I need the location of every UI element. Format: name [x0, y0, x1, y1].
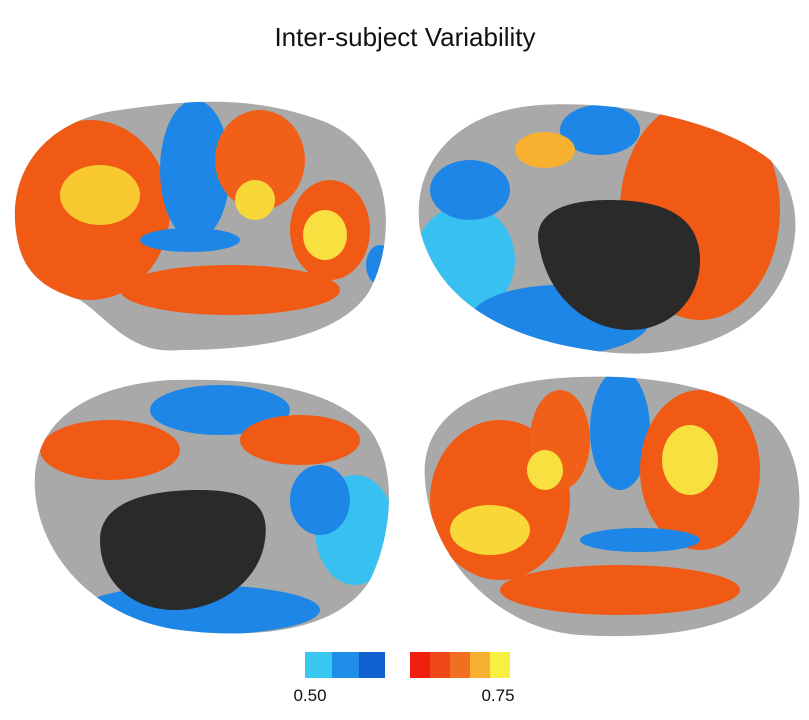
colorbar-label: 0.75: [481, 686, 514, 705]
brain-medial-left: [34, 379, 389, 634]
brain-lateral-right: [424, 376, 800, 637]
brain-medial-right: [418, 104, 796, 354]
colorbar: [305, 652, 510, 678]
brain-lateral-left: [14, 101, 386, 351]
colorbar-label: 0.50: [293, 686, 326, 705]
title: Inter-subject Variability: [274, 22, 535, 52]
